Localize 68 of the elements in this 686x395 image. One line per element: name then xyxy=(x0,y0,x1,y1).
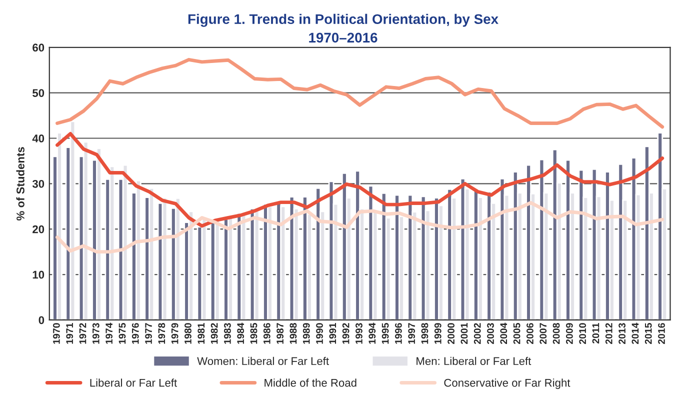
x-tick-label: 1979 xyxy=(171,323,178,344)
y-tick-label: 50 xyxy=(32,89,44,97)
x-tick-label: 2013 xyxy=(618,323,626,344)
legend-label: Women: Liberal or Far Left xyxy=(197,356,329,366)
x-tick-label: 1970 xyxy=(53,323,60,344)
chart-subtitle: 1970–2016 xyxy=(309,32,378,43)
x-tick-label: 2006 xyxy=(526,323,534,344)
x-tick-label: 2004 xyxy=(500,322,508,344)
x-tick-label: 2010 xyxy=(579,323,586,344)
x-tick-label: 1989 xyxy=(302,323,310,344)
legend-label: Conservative or Far Right xyxy=(444,378,570,389)
x-tick-label: 1975 xyxy=(118,322,126,344)
x-tick-label: 1974 xyxy=(106,322,113,344)
legend-label: Middle of the Road xyxy=(264,378,356,387)
x-tick-label: 1991 xyxy=(329,322,336,344)
x-tick-label: 2009 xyxy=(566,323,573,344)
x-tick-label: 1992 xyxy=(342,323,350,344)
legend-label: Liberal or Far Left xyxy=(90,378,177,387)
x-tick-label: 2005 xyxy=(513,322,520,344)
x-tick-label: 2008 xyxy=(552,323,560,344)
x-tick-label: 2002 xyxy=(474,323,481,344)
x-tick-label: 1999 xyxy=(434,323,442,344)
line-series xyxy=(56,201,664,254)
x-tick-label: 1995 xyxy=(382,322,389,344)
x-tick-label: 1978 xyxy=(158,323,166,344)
x-tick-label: 1976 xyxy=(132,323,139,344)
x-tick-label: 2011 xyxy=(592,322,600,344)
x-tick-label: 2016 xyxy=(658,323,665,344)
x-tick-label: 2000 xyxy=(448,323,454,344)
bar xyxy=(82,141,89,320)
x-tick-label: 2014 xyxy=(632,322,639,344)
x-tick-label: 1977 xyxy=(145,323,152,344)
y-tick-label: 10 xyxy=(32,270,44,279)
x-tick-label: 1971 xyxy=(66,322,74,344)
x-tick-label: 1996 xyxy=(394,323,402,344)
x-tick-label: 1980 xyxy=(184,323,192,344)
x-tick-label: 2003 xyxy=(487,323,494,344)
x-tick-label: 1994 xyxy=(368,322,376,344)
y-tick-label: 0 xyxy=(38,316,44,324)
x-tick-label: 2001 xyxy=(460,322,468,344)
x-tick-label: 1983 xyxy=(224,323,231,344)
x-tick-label: 1981 xyxy=(198,322,205,344)
y-tick-label: 40 xyxy=(32,134,44,142)
x-tick-label: 2012 xyxy=(605,323,612,344)
y-tick-label: 30 xyxy=(32,180,44,188)
x-tick-label: 1984 xyxy=(237,322,244,344)
bar xyxy=(174,198,181,320)
chart-title: Figure 1. Trends in Political Orientation, by Sex xyxy=(188,14,498,27)
x-tick-label: 1993 xyxy=(356,323,362,344)
y-axis-title: % of Students xyxy=(16,147,24,220)
y-tick-label: 60 xyxy=(32,44,44,52)
x-tick-label: 2007 xyxy=(540,323,547,344)
x-tick-label: 1986 xyxy=(263,323,270,344)
x-tick-label: 2015 xyxy=(644,322,652,344)
x-tick-label: 1997 xyxy=(408,323,416,344)
x-tick-label: 1982 xyxy=(210,323,218,344)
legend-label: Men: Liberal or Far Left xyxy=(416,356,532,366)
bar xyxy=(70,120,76,320)
x-tick-label: 1990 xyxy=(316,323,323,344)
line-series xyxy=(56,132,664,228)
x-tick-label: 1973 xyxy=(92,323,100,344)
line-series xyxy=(56,58,664,129)
y-tick-label: 20 xyxy=(32,225,44,234)
x-tick-label: 1998 xyxy=(421,323,428,344)
x-tick-label: 1972 xyxy=(79,323,86,344)
x-tick-label: 1988 xyxy=(290,323,297,344)
x-tick-label: 1985 xyxy=(250,322,258,344)
x-tick-label: 1987 xyxy=(276,323,284,344)
